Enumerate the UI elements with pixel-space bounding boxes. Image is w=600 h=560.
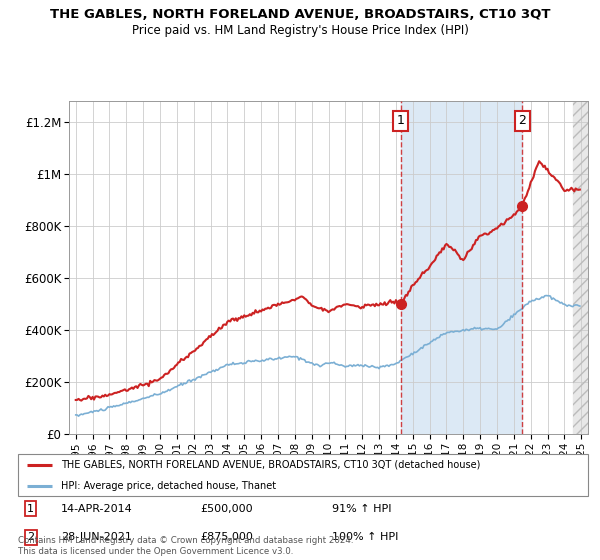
FancyBboxPatch shape bbox=[18, 454, 588, 496]
Text: 1: 1 bbox=[27, 504, 34, 514]
Text: 91% ↑ HPI: 91% ↑ HPI bbox=[331, 504, 391, 514]
Text: THE GABLES, NORTH FORELAND AVENUE, BROADSTAIRS, CT10 3QT (detached house): THE GABLES, NORTH FORELAND AVENUE, BROAD… bbox=[61, 460, 480, 470]
Text: 2: 2 bbox=[27, 533, 34, 542]
Text: Contains HM Land Registry data © Crown copyright and database right 2024.
This d: Contains HM Land Registry data © Crown c… bbox=[18, 536, 353, 556]
Text: 14-APR-2014: 14-APR-2014 bbox=[61, 504, 133, 514]
Text: £500,000: £500,000 bbox=[200, 504, 253, 514]
Bar bbox=[401, 101, 522, 434]
Text: HPI: Average price, detached house, Thanet: HPI: Average price, detached house, Than… bbox=[61, 482, 276, 491]
Text: £875,000: £875,000 bbox=[200, 533, 253, 542]
Text: 1: 1 bbox=[397, 114, 404, 127]
Bar bbox=[573, 101, 590, 434]
Text: 100% ↑ HPI: 100% ↑ HPI bbox=[331, 533, 398, 542]
Bar bbox=[573, 101, 590, 434]
Text: 28-JUN-2021: 28-JUN-2021 bbox=[61, 533, 131, 542]
Text: 2: 2 bbox=[518, 114, 526, 127]
Text: THE GABLES, NORTH FORELAND AVENUE, BROADSTAIRS, CT10 3QT: THE GABLES, NORTH FORELAND AVENUE, BROAD… bbox=[50, 8, 550, 21]
Text: Price paid vs. HM Land Registry's House Price Index (HPI): Price paid vs. HM Land Registry's House … bbox=[131, 24, 469, 36]
